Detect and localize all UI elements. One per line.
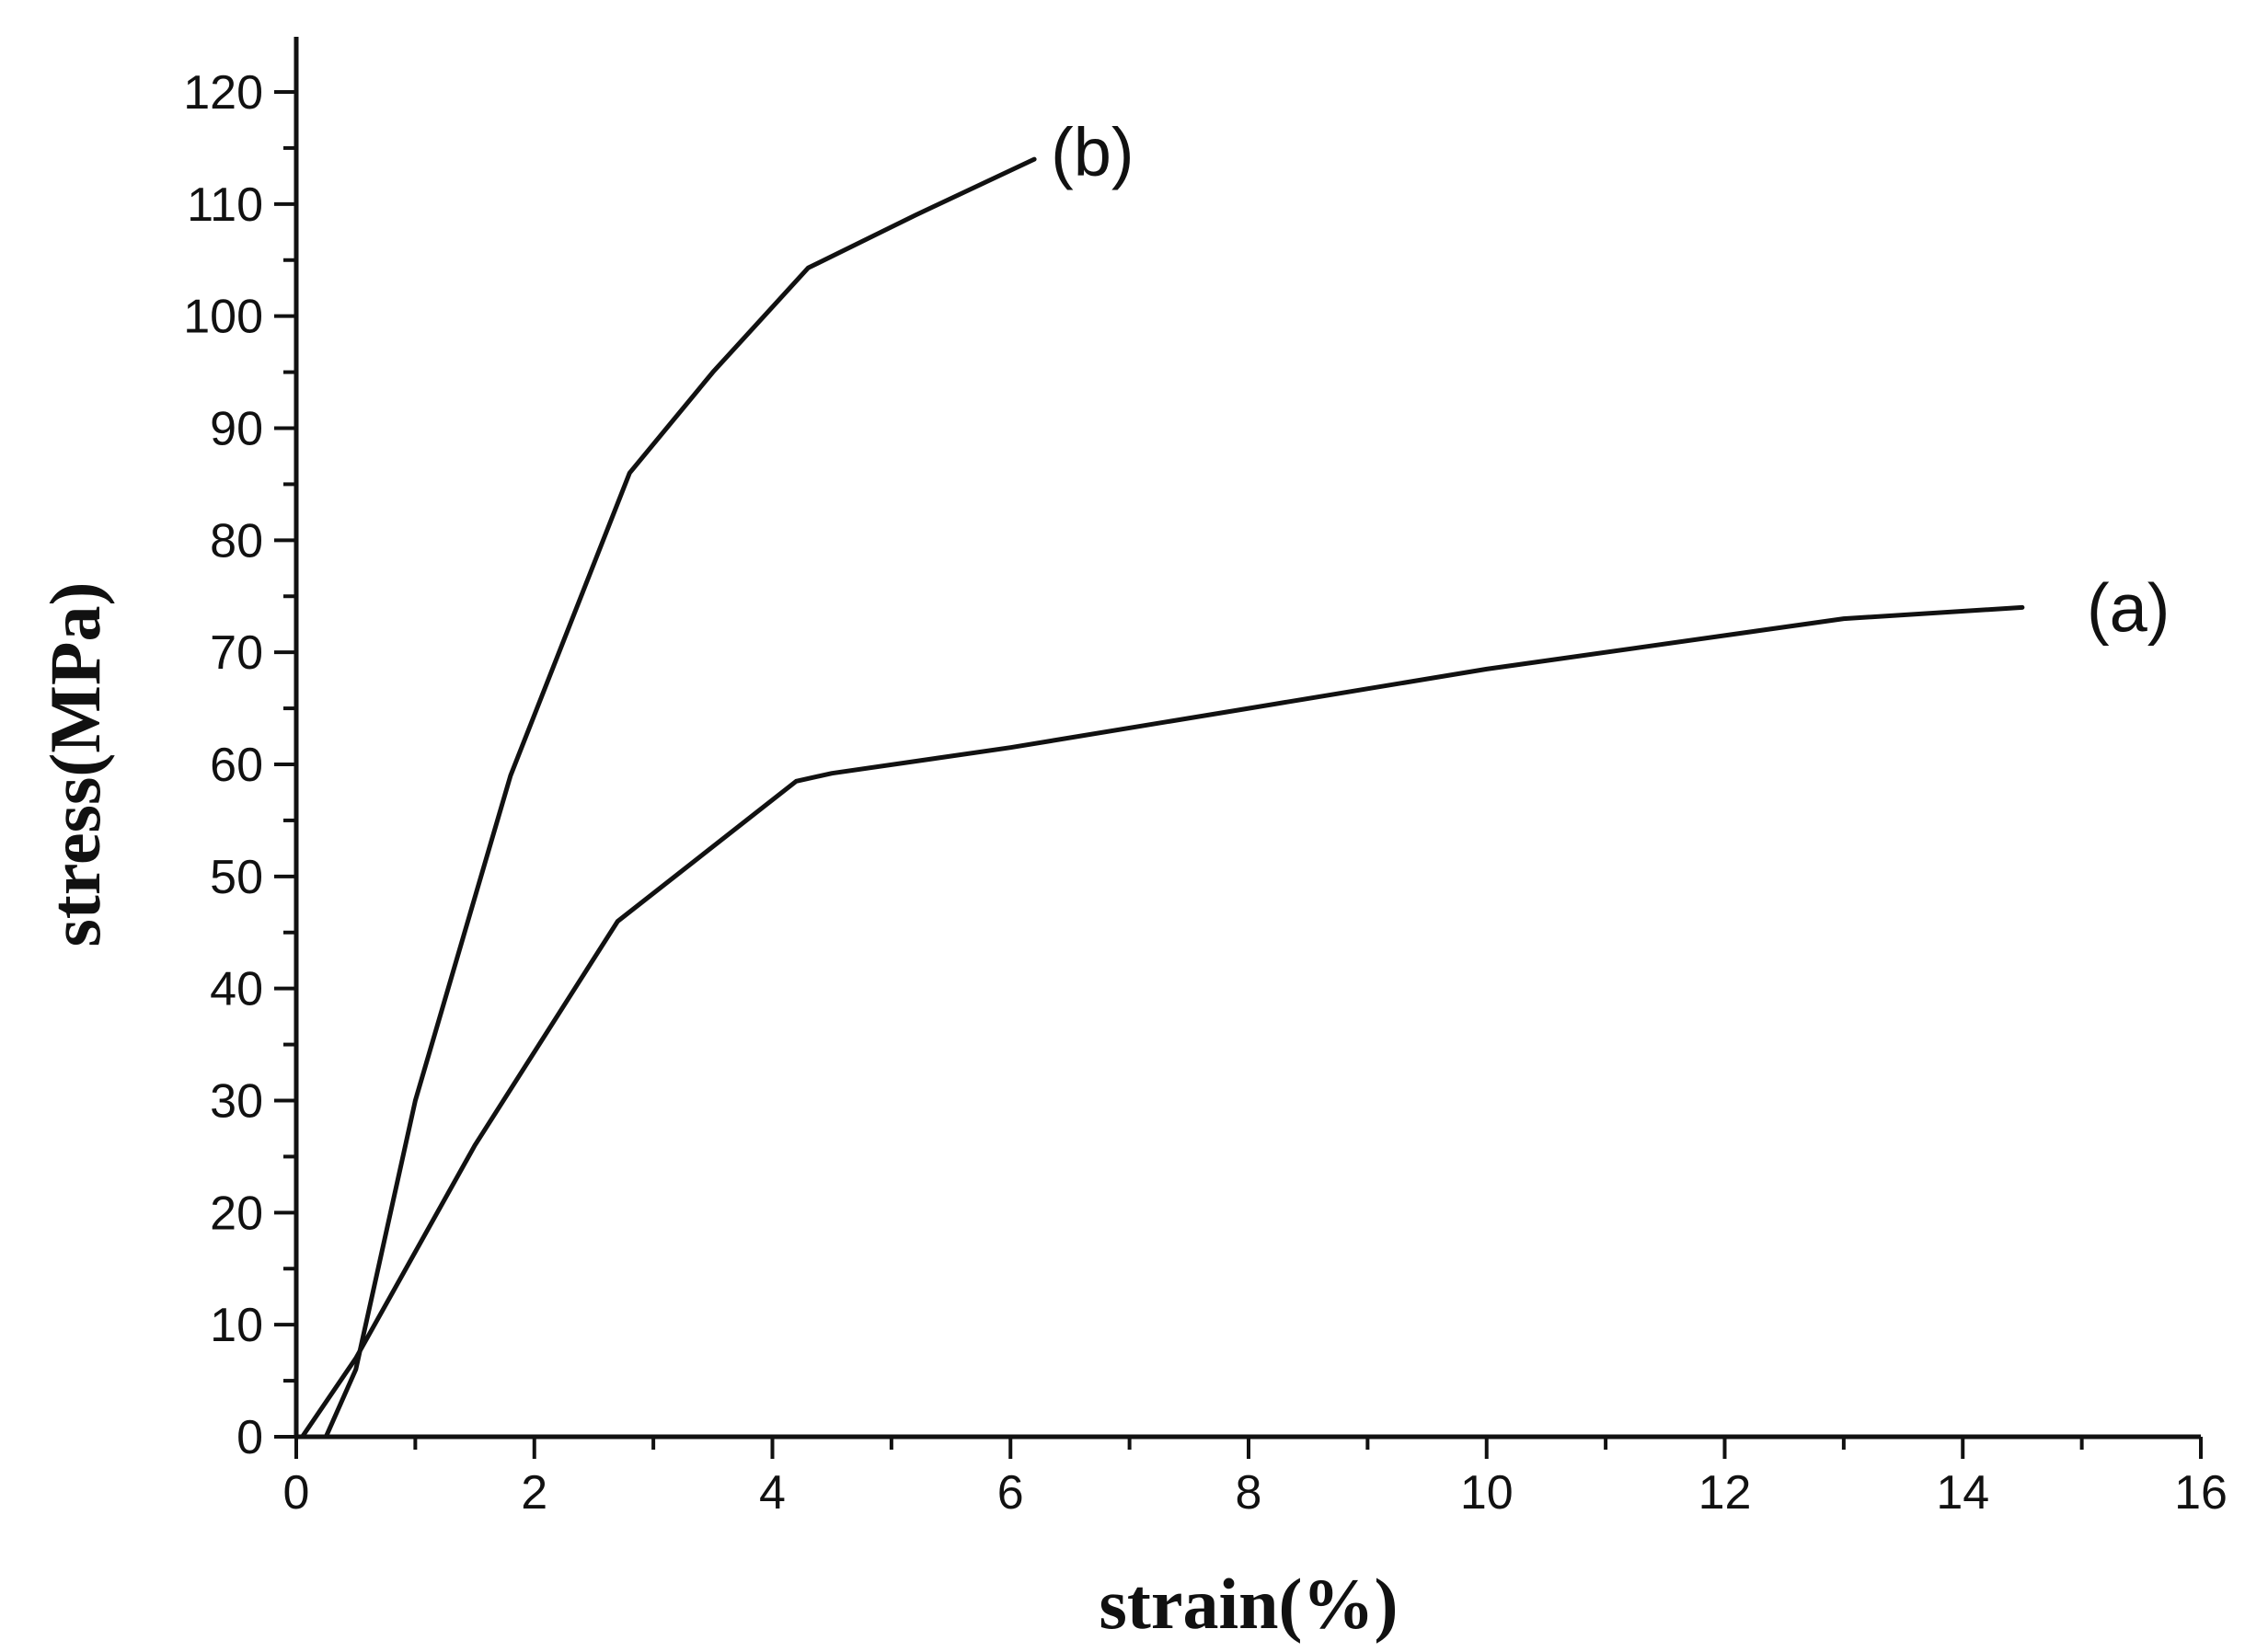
y-tick-label: 100	[183, 291, 263, 344]
y-tick-label: 30	[210, 1075, 263, 1129]
x-tick-label: 10	[1460, 1466, 1514, 1520]
axes	[294, 37, 2201, 1440]
y-tick-label: 20	[210, 1187, 263, 1240]
x-tick-label: 6	[997, 1466, 1024, 1520]
y-tick-label: 50	[210, 851, 263, 904]
ticks: 0 2 4 6 8 10 12 14 16 0 10 20 30 40 50 60 70 80 90 100 110 12…	[183, 66, 2228, 1520]
y-tick-label: 80	[210, 514, 263, 568]
y-tick-label: 0	[236, 1411, 263, 1464]
x-tick-label: 4	[759, 1466, 786, 1520]
x-tick-label: 12	[1698, 1466, 1752, 1520]
x-tick-label: 8	[1236, 1466, 1262, 1520]
series-line-b	[323, 156, 1037, 1440]
series-label-a: (a)	[2087, 569, 2170, 646]
y-tick-label: 10	[210, 1299, 263, 1352]
x-axis-title: strain(%)	[1099, 1564, 1399, 1644]
x-tick-label: 0	[283, 1466, 310, 1520]
y-tick-label: 60	[210, 739, 263, 792]
series-line-a	[300, 604, 2025, 1440]
y-tick-label: 90	[210, 403, 263, 456]
y-tick-label: 110	[187, 178, 263, 232]
x-tick-label: 16	[2174, 1466, 2228, 1520]
y-tick-label: 40	[210, 963, 263, 1016]
y-tick-label: 120	[183, 66, 263, 120]
series-label-b: (b)	[1051, 114, 1134, 190]
series	[300, 156, 2025, 1440]
y-axis-title: stress(MPa)	[35, 581, 115, 946]
y-tick-label: 70	[210, 626, 263, 680]
x-tick-label: 2	[521, 1466, 547, 1520]
x-tick-label: 14	[1936, 1466, 1989, 1520]
